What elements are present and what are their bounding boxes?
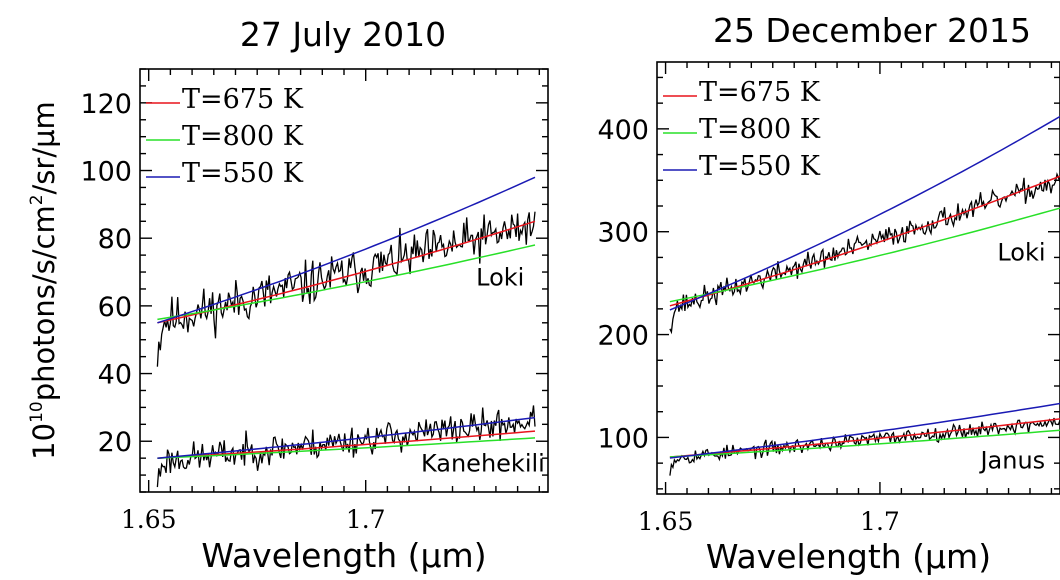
y-tick-label: 20 — [98, 427, 132, 458]
y-axis-label-ylabel-rest: photons/s/cm — [27, 205, 61, 401]
x-tick-label: 1.7 — [860, 507, 900, 536]
model-curve-550k — [669, 402, 1060, 459]
annotation-label: Loki — [997, 239, 1045, 267]
y-tick-label: 100 — [597, 423, 649, 454]
model-curve-800k — [157, 244, 536, 321]
chart-title: 27 July 2010 — [240, 15, 446, 54]
annotation-label: Janus — [978, 446, 1045, 474]
model-curve-675k — [669, 175, 1060, 307]
x-tick-label: 1.7 — [346, 505, 386, 534]
plot-area — [669, 115, 1060, 476]
y-tick-label: 40 — [98, 360, 132, 391]
y-tick-label: 400 — [597, 115, 649, 146]
model-curve-800k — [669, 207, 1060, 303]
legend-label: T=550 K — [699, 151, 821, 182]
y-tick-label: 100 — [80, 157, 132, 188]
panel-december-2015: 25 December 2015 Wavelength (µm) 100 200 300… — [597, 11, 1060, 576]
x-tick-label: 1.65 — [121, 505, 177, 534]
annotation-label: Kanehekili — [421, 450, 545, 478]
legend-label: T=675 K — [699, 77, 821, 108]
model-curve-550k — [669, 115, 1060, 311]
y-axis-label-ylabel-base: 10 — [27, 423, 61, 460]
chart-title: 25 December 2015 — [713, 11, 1031, 50]
x-axis-label: Wavelength (µm) — [706, 537, 991, 576]
annotation-label: Loki — [476, 264, 524, 292]
y-tick-label: 200 — [597, 321, 649, 352]
model-curve-800k — [669, 429, 1060, 458]
y-tick-label: 80 — [98, 224, 132, 255]
model-curve-550k — [157, 176, 536, 324]
legend-label: T=800 K — [699, 114, 821, 145]
y-axis-label: 1010photons/s/cm2/sr/µm — [27, 101, 61, 460]
model-curve-675k — [669, 418, 1060, 458]
model-curve-550k — [157, 416, 536, 459]
model-curve-675k — [157, 430, 536, 459]
x-tick-label: 1.65 — [638, 507, 694, 536]
legend-label: T=675 K — [182, 84, 304, 115]
y-axis-label-ylabel-exp2: 2 — [27, 194, 47, 205]
y-axis-label-ylabel-tail: /sr/µm — [27, 101, 61, 194]
plot-area — [156, 176, 536, 488]
y-axis-label-ylabel-exp: 10 — [27, 401, 47, 423]
y-tick-label: 60 — [98, 292, 132, 323]
y-tick-label: 300 — [597, 218, 649, 249]
legend-label: T=550 K — [182, 158, 304, 189]
model-curve-800k — [157, 437, 536, 459]
x-axis-label: Wavelength (µm) — [201, 536, 486, 575]
observed-spectrum — [156, 405, 536, 488]
legend-label: T=800 K — [182, 121, 304, 152]
y-tick-label: 120 — [80, 89, 132, 120]
